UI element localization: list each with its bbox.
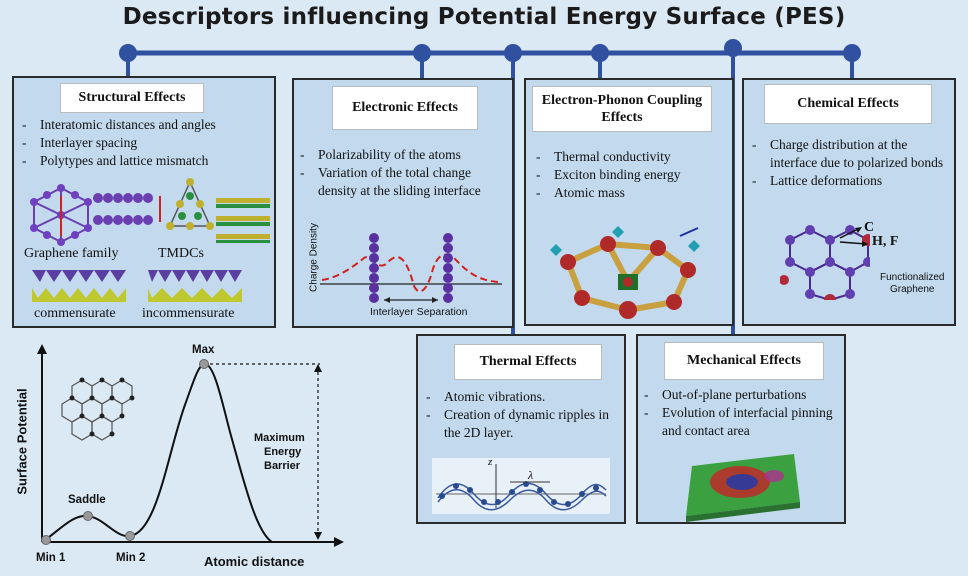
pes-barrier-line1: Maximum <box>254 432 305 444</box>
functionalized-caption-line1: Functionalized <box>880 272 945 283</box>
electron-phonon-effects-heading: Electron-Phonon Coupling Effects <box>532 86 712 132</box>
chemical-effects-heading: Chemical Effects <box>764 84 932 124</box>
thermal-effects-box: Thermal Effects Atomic vibrations. Creat… <box>416 334 626 524</box>
pes-y-axis-label: Surface Potential <box>14 388 30 495</box>
list-item: Charge distribution at the interface due… <box>752 136 956 172</box>
incommensurate-illustration <box>148 270 242 302</box>
list-item: Polytypes and lattice mismatch <box>22 152 272 170</box>
mechanical-effects-box: Mechanical Effects Out-of-plane perturba… <box>636 334 846 524</box>
tmdc-triangle-illustration <box>166 178 214 230</box>
ripple-illustration <box>432 458 610 514</box>
electronic-effects-heading: Electronic Effects <box>332 86 478 130</box>
electron-phonon-effects-box: Electron-Phonon Coupling Effects Thermal… <box>524 78 734 326</box>
list-item: Atomic vibrations. <box>426 388 622 406</box>
structural-effects-list: Interatomic distances and angles Interla… <box>22 116 272 169</box>
charge-density-plot <box>320 233 502 303</box>
list-item: Atomic mass <box>536 184 732 202</box>
graphene-lattice-inset <box>61 379 133 441</box>
page-title: Descriptors influencing Potential Energy… <box>122 4 846 30</box>
list-item: Interatomic distances and angles <box>22 116 272 134</box>
chemical-pointer-arrows <box>839 227 868 247</box>
pes-min2-label: Min 2 <box>116 552 146 564</box>
functionalized-graphene-illustration <box>780 225 870 300</box>
list-item: Out-of-plane perturbations <box>644 386 844 404</box>
list-item: Exciton binding energy <box>536 166 732 184</box>
list-item: Variation of the total change density at… <box>300 164 510 200</box>
list-item: Thermal conductivity <box>536 148 732 166</box>
pes-saddle-label: Saddle <box>68 494 106 506</box>
pes-curve-panel: Surface Potential Atomic distance Max Sa… <box>8 342 346 574</box>
pes-curve-plot <box>37 344 344 547</box>
electronic-effects-list: Polarizability of the atoms Variation of… <box>300 146 510 199</box>
pes-max-label: Max <box>192 344 215 356</box>
structural-effects-box: Structural Effects Interatomic distances… <box>12 76 276 328</box>
list-item: Interlayer spacing <box>22 134 272 152</box>
graphene-family-label: Graphene family <box>24 246 119 261</box>
thermal-effects-heading: Thermal Effects <box>454 344 602 380</box>
pes-x-axis-label: Atomic distance <box>204 554 305 569</box>
graphene-bilayer-illustration <box>93 193 161 225</box>
incommensurate-label: incommensurate <box>142 306 235 321</box>
chemical-effects-list: Charge distribution at the interface due… <box>752 136 956 189</box>
pes-barrier-line3: Barrier <box>264 460 301 472</box>
thermal-z-axis-label: z <box>488 456 493 468</box>
list-item: Creation of dynamic ripples in the 2D la… <box>426 406 622 442</box>
list-item: Evolution of interfacial pinning and con… <box>644 404 844 440</box>
commensurate-illustration <box>32 270 126 302</box>
list-item: Polarizability of the atoms <box>300 146 510 164</box>
tmdc-label: TMDCs <box>158 246 204 261</box>
thermal-lambda-label: λ <box>528 468 534 482</box>
mechanical-effects-list: Out-of-plane perturbations Evolution of … <box>644 386 844 439</box>
molecular-cage-illustration <box>550 226 700 319</box>
chemical-effects-box: Chemical Effects Charge distribution at … <box>742 78 956 326</box>
commensurate-label: commensurate <box>34 306 116 321</box>
mechanical-effects-heading: Mechanical Effects <box>664 342 824 380</box>
carbon-label: C <box>864 220 875 235</box>
electronic-effects-box: Electronic Effects Polarizability of the… <box>292 78 514 328</box>
functionalized-caption-line2: Graphene <box>890 284 935 295</box>
pes-barrier-line2: Energy <box>264 446 302 458</box>
contact-area-surface-illustration <box>686 454 800 522</box>
structural-effects-heading: Structural Effects <box>60 83 204 113</box>
tmdc-layers-illustration <box>216 198 270 243</box>
pes-min1-label: Min 1 <box>36 552 66 564</box>
interlayer-separation-label: Interlayer Separation <box>370 306 468 318</box>
charge-density-axis-label: Charge Density <box>308 223 320 292</box>
hydrogen-fluorine-label: H, F <box>872 234 899 249</box>
thermal-effects-list: Atomic vibrations. Creation of dynamic r… <box>426 388 622 441</box>
list-item: Lattice deformations <box>752 172 956 190</box>
graphene-hexagon-illustration <box>30 184 92 246</box>
electron-phonon-effects-list: Thermal conductivity Exciton binding ene… <box>536 148 732 201</box>
